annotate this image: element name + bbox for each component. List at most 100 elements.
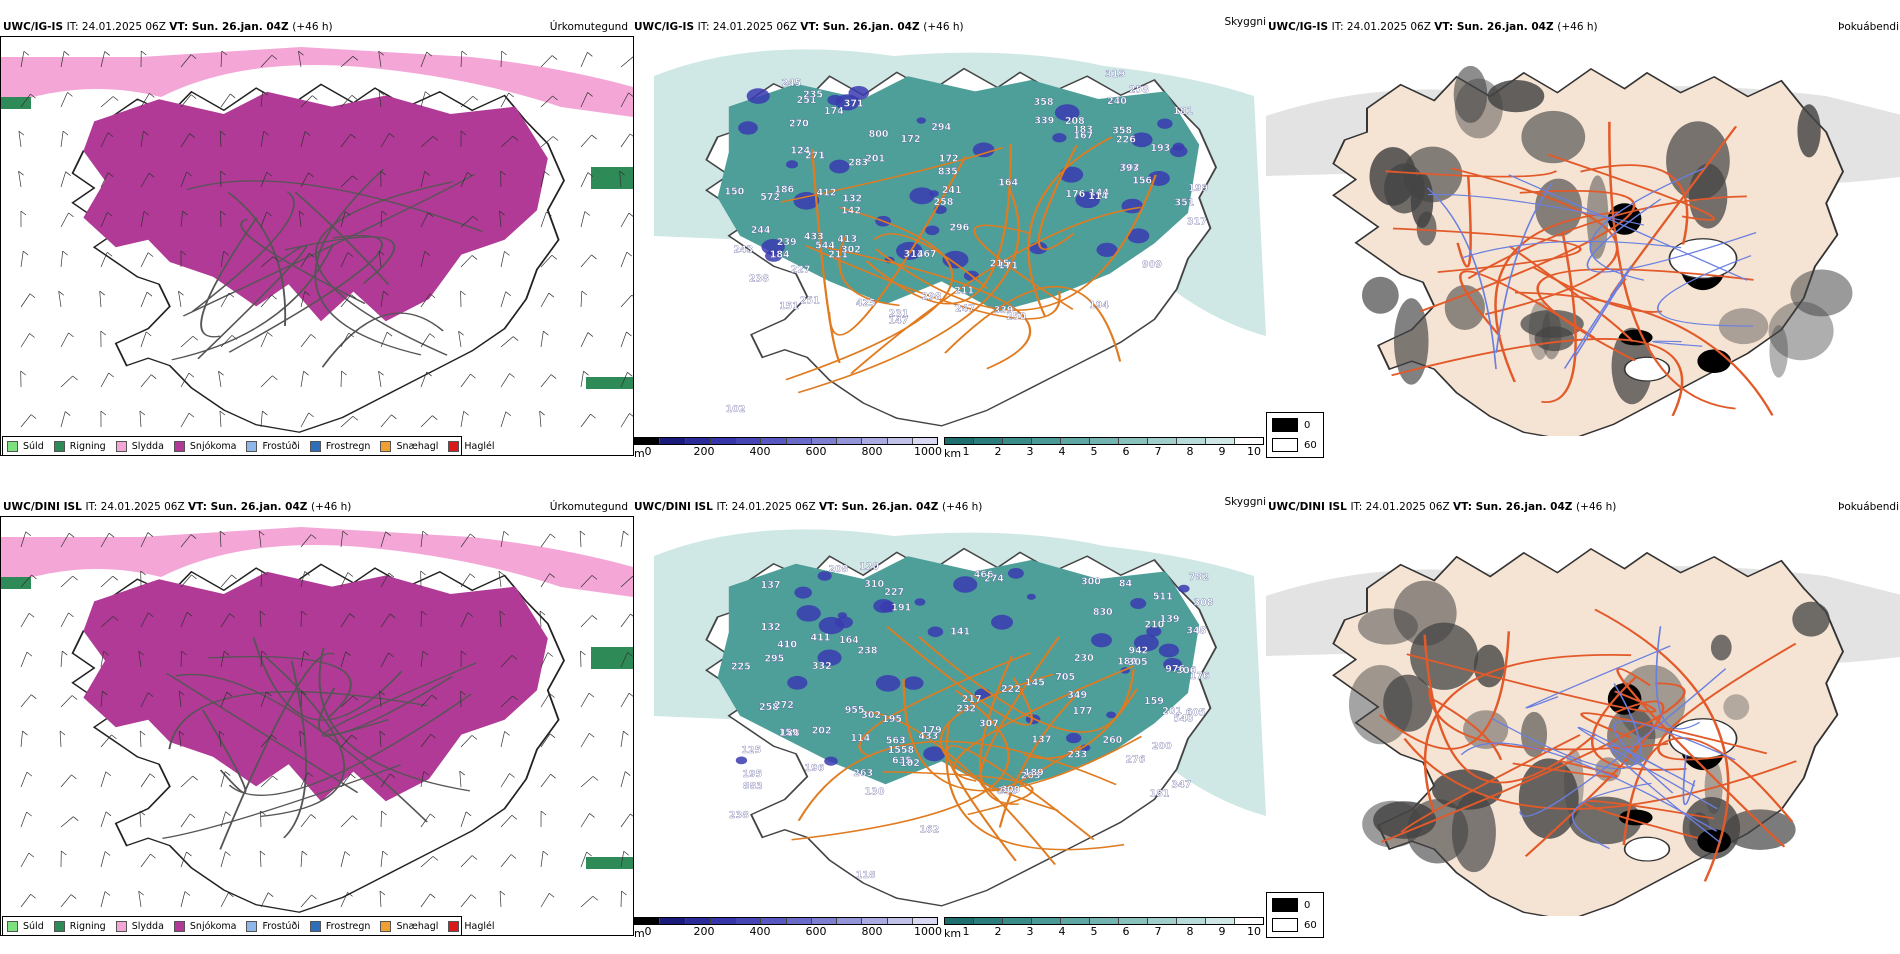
wind-barb-feather [550,734,555,738]
wind-barb-feather [66,172,71,176]
cloudbase-value: 139 [1160,614,1180,625]
wind-barb [581,896,593,907]
wind-barb-feather [31,894,36,898]
wind-barb-feather [592,615,597,619]
colorbar-swatch [1235,438,1263,444]
wind-barb-feather [627,252,632,256]
wind-barb [21,772,27,787]
init-time: IT: 24.01.2025 06Z [716,501,819,513]
wind-barb [141,375,151,387]
fog-legend-swatch [1272,418,1298,432]
colorbar-tick-label: 8 [1187,925,1194,938]
cloudbase-value: 196 [804,763,824,774]
legend-item-frostúði: Frostúði [246,441,299,452]
panel-label-visibility: Skyggni [1225,16,1267,28]
cloudbase-value: 305 [1128,657,1148,668]
cloudbase-value: 215 [990,258,1010,269]
wind-barb-feather [630,134,633,138]
wind-barb-feather [630,614,633,618]
valid-time: VT: Sun. 26.jan. 04Z [169,21,292,33]
wind-barb-feather [109,533,114,537]
precip-type-panel: UWC/DINI ISL IT: 24.01.2025 06Z VT: Sun.… [0,494,634,944]
colorbar-swatch [1090,438,1119,444]
fog-map-svg [1266,36,1900,436]
colorbar-swatch [660,438,685,444]
wind-barb-feather [630,814,633,818]
wind-barb-feather [72,696,77,700]
wind-barb-feather [593,896,598,900]
wind-barb-feather [220,411,225,415]
fog-cell [1769,302,1834,361]
wind-barb-feather [101,331,106,335]
wind-barb-feather [23,251,28,255]
model-name: UWC/DINI ISL [1268,501,1350,513]
wind-barb [501,337,513,347]
panel-title: UWC/IG-IS IT: 24.01.2025 06Z VT: Sun. 26… [634,21,964,33]
cloudbase-value: 835 [938,167,958,178]
wind-barb [60,731,61,747]
wind-barb [61,333,69,347]
fog-legend-swatch [1272,438,1298,452]
cloudbase-value: 120 [859,562,879,573]
wind-barb-feather [540,411,545,415]
cloudbase-value: 241 [942,185,962,196]
cloudbase-value: 191 [891,603,911,614]
panel-title: UWC/DINI ISL IT: 24.01.2025 06Z VT: Sun.… [1268,501,1616,513]
wind-barb-feather [591,414,596,418]
fog-cell [1797,104,1820,157]
wind-barb [581,135,592,147]
lead-time: (+46 h) [1576,501,1616,513]
wind-barb [461,574,470,587]
valid-time: VT: Sun. 26.jan. 04Z [1434,21,1557,33]
wind-barb [101,812,106,827]
cloudbase-value: 114 [1088,191,1108,202]
cloudbase-value: 150 [724,186,744,197]
wind-barb-feather [430,894,435,898]
wind-barb [61,576,73,587]
cloudbase-value: 251 [800,296,820,307]
wind-barb [61,651,62,667]
wind-barb [61,613,68,627]
legend-label: Súld [23,921,44,932]
wind-barb-feather [510,373,515,377]
cloudbase-visibility-panel: UWC/DINI ISL IT: 24.01.2025 06Z VT: Sun.… [634,494,1266,954]
cloudbase-value: 151 [779,301,799,312]
colorbar-tick-label: 600 [806,445,827,458]
dense-fog-cell [1697,829,1731,853]
wind-barb [21,613,29,627]
wind-barb-feather [148,533,153,537]
legend-label: Súld [23,441,44,452]
wind-barb [621,295,632,307]
fog-cell [1454,66,1488,123]
wind-barb-feather [73,576,78,580]
cloudbase-value: 225 [731,662,751,673]
wind-barb-feather [69,213,74,217]
wind-barb [21,652,27,667]
cloudbase-value: 159 [779,727,799,738]
wind-barb-feather [553,136,558,140]
model-name: UWC/IG-IS [1268,21,1332,33]
cloudbase-value: 300 [1081,577,1101,588]
wind-barb-feather [65,412,70,416]
wind-barb [61,775,71,787]
low-cloud-cell [876,675,900,692]
wind-barb-feather [473,96,478,100]
wind-barb [61,251,63,267]
cloud-map-svg: 1761941442962111722585443673512111742311… [634,36,1266,436]
colorbar-tick-label: 1000 [914,925,942,938]
colorbar-swatch [1032,438,1061,444]
wind-barb [421,856,433,867]
cloudbase-value: 298 [922,292,942,303]
init-time: IT: 24.01.2025 06Z [698,21,801,33]
wind-barb [141,854,150,867]
wind-barb [621,814,630,827]
cloudbase-value: 300 [1000,785,1020,796]
cloudbase-value: 243 [733,245,753,256]
wind-barb [181,413,189,427]
wind-barb [101,373,109,387]
legend-swatch [448,441,459,452]
legend-label: Frostúði [262,441,299,452]
